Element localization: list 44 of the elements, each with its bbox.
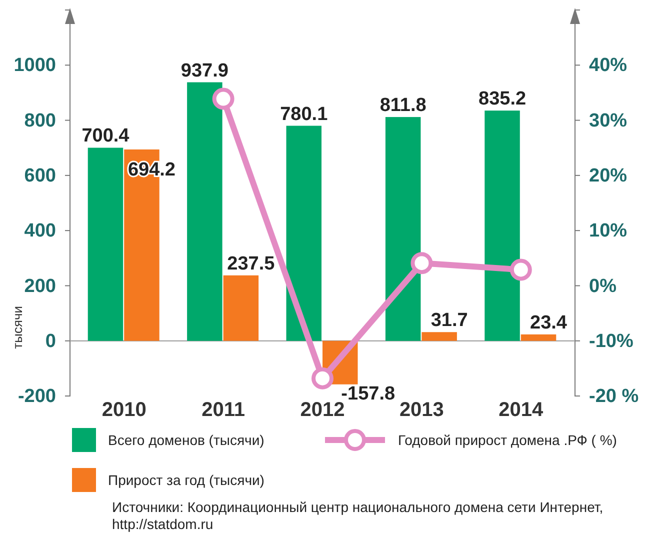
y2-tick-label: -20 % <box>589 386 639 408</box>
legend-label: Годовой прирост домена .РФ ( %) <box>398 432 617 448</box>
legend-label: Прирост за год (тысячи) <box>108 472 264 488</box>
y2-tick-label: 10% <box>589 220 628 242</box>
x-tick-label: 2014 <box>498 399 544 421</box>
y2-tick-label: 20% <box>589 166 628 187</box>
y-tick-label: 800 <box>24 110 56 132</box>
y2-tick-label: -10% <box>589 330 634 352</box>
y-tick-label: -200 <box>18 386 56 408</box>
x-tick-label: 2011 <box>202 399 245 421</box>
bar <box>286 126 322 341</box>
data-label: 835.2 <box>478 88 526 110</box>
y-tick-label: 600 <box>24 166 56 187</box>
bar <box>187 82 222 341</box>
y2-tick-label: 30% <box>589 110 628 132</box>
data-label: 31.7 <box>430 310 468 332</box>
bar <box>422 332 457 341</box>
y2-tick-label: 40% <box>589 55 628 76</box>
legend-label: Всего доменов (тысячи) <box>108 432 264 448</box>
x-tick-label: 2010 <box>102 399 146 421</box>
bar <box>484 110 520 341</box>
y-tick-label: 1000 <box>14 55 56 76</box>
y-tick-label: 400 <box>24 220 56 242</box>
bar <box>223 275 259 341</box>
text: Источники: Координационный центр национального домена сети Интернет, http://statdom.ru <box>112 499 604 532</box>
y-axis-title: тысячи <box>10 306 25 349</box>
x-tick-label: 2012 <box>300 399 345 421</box>
bar <box>520 334 556 341</box>
bar <box>385 117 421 341</box>
data-label: 700.4 <box>82 126 130 147</box>
data-label: 780.1 <box>280 104 328 125</box>
bar <box>88 148 124 341</box>
y-tick-label: 0 <box>45 330 56 352</box>
point <box>410 252 433 274</box>
x-tick-label: 2013 <box>399 399 444 421</box>
y2-tick-label: 0% <box>589 276 617 297</box>
y-tick-label: 200 <box>24 276 56 297</box>
point <box>510 258 532 281</box>
data-label: 937.9 <box>180 60 228 82</box>
data-label: 23.4 <box>530 312 568 334</box>
point <box>312 367 334 390</box>
point <box>212 88 234 110</box>
data-label: 237.5 <box>227 253 276 274</box>
data-label: 811.8 <box>380 95 426 116</box>
